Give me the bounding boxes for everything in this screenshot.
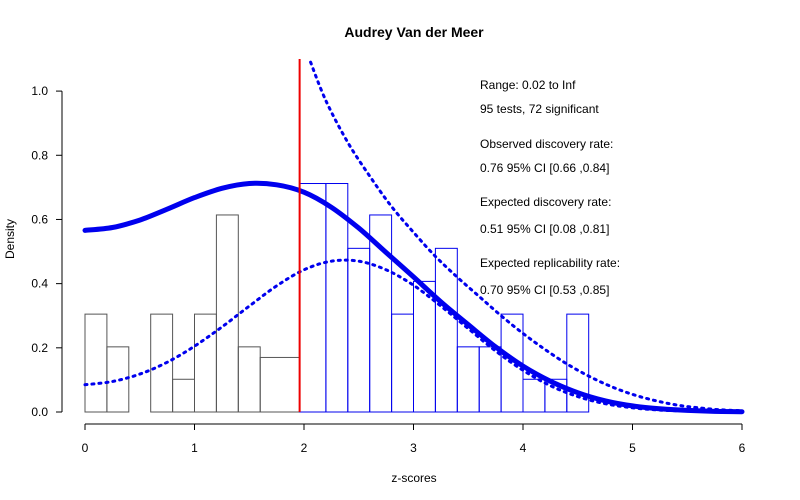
- histogram-bar: [194, 313, 217, 413]
- histogram-bar: [215, 214, 239, 413]
- density-curves: [82, 60, 745, 415]
- histogram-bar: [259, 356, 301, 413]
- histogram-bar: [106, 346, 130, 413]
- annotation-odr-label: Observed discovery rate:: [480, 137, 613, 151]
- histogram-bar-significant: [500, 313, 524, 413]
- x-tick-label: 2: [301, 441, 308, 455]
- nonsignificant-bars: [84, 214, 301, 413]
- y-tick-label: 0.0: [31, 405, 48, 419]
- chart-title: Audrey Van der Meer: [344, 24, 484, 40]
- annotation-tests: 95 tests, 72 significant: [480, 102, 599, 116]
- y-tick-label: 0.6: [31, 212, 48, 226]
- histogram-bar-significant: [478, 346, 502, 413]
- y-tick-label: 0.2: [31, 341, 48, 355]
- histogram-bar-significant: [456, 346, 480, 413]
- ci-upper-curve: [309, 60, 744, 413]
- x-tick-label: 5: [629, 441, 636, 455]
- significant-bars: [299, 183, 590, 413]
- annotation-edr-value: 0.51 95% CI [0.08 ,0.81]: [480, 222, 609, 236]
- annotation-range: Range: 0.02 to Inf: [480, 78, 576, 92]
- y-axis-label: Density: [3, 219, 17, 259]
- histogram-bar: [84, 313, 108, 413]
- annotations: Range: 0.02 to Inf 95 tests, 72 signific…: [480, 78, 620, 297]
- y-tick-label: 1.0: [31, 84, 48, 98]
- histogram-bar: [150, 313, 174, 413]
- ci-lower-curve: [83, 258, 744, 414]
- y-tick-label: 0.8: [31, 148, 48, 162]
- x-tick-label: 1: [191, 441, 198, 455]
- histogram-bar: [172, 378, 196, 413]
- y-tick-label: 0.4: [31, 277, 48, 291]
- histogram-bar-significant: [391, 313, 415, 413]
- annotation-err-label: Expected replicability rate:: [480, 256, 620, 270]
- histogram-bar-significant: [347, 247, 371, 413]
- annotation-edr-label: Expected discovery rate:: [480, 195, 611, 209]
- x-tick-label: 0: [82, 441, 89, 455]
- fitted-density-curve: [82, 180, 745, 415]
- histogram-bar-significant: [522, 378, 546, 413]
- axes: 0 1 2 3 4 5 6 0.0 0.2 0.4 0.6 0.8 1.0: [31, 84, 745, 455]
- annotation-odr-value: 0.76 95% CI [0.66 ,0.84]: [480, 161, 609, 175]
- histogram-bar-significant: [369, 214, 393, 413]
- x-axis-label: z-scores: [391, 471, 436, 485]
- histogram-bar-significant: [434, 247, 458, 413]
- histogram-bar: [237, 346, 261, 413]
- x-tick-label: 4: [520, 441, 527, 455]
- annotation-err-value: 0.70 95% CI [0.53 ,0.85]: [480, 283, 609, 297]
- x-tick-label: 3: [410, 441, 417, 455]
- histogram-bar-significant: [299, 183, 327, 413]
- x-tick-label: 6: [739, 441, 746, 455]
